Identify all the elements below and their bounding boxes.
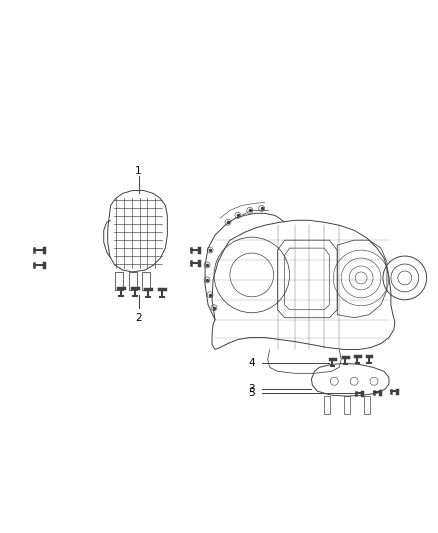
Text: 2: 2 bbox=[135, 313, 142, 322]
Text: 4: 4 bbox=[248, 358, 255, 368]
Text: 5: 5 bbox=[248, 388, 255, 398]
Text: 1: 1 bbox=[135, 166, 142, 175]
Text: 3: 3 bbox=[248, 384, 255, 394]
